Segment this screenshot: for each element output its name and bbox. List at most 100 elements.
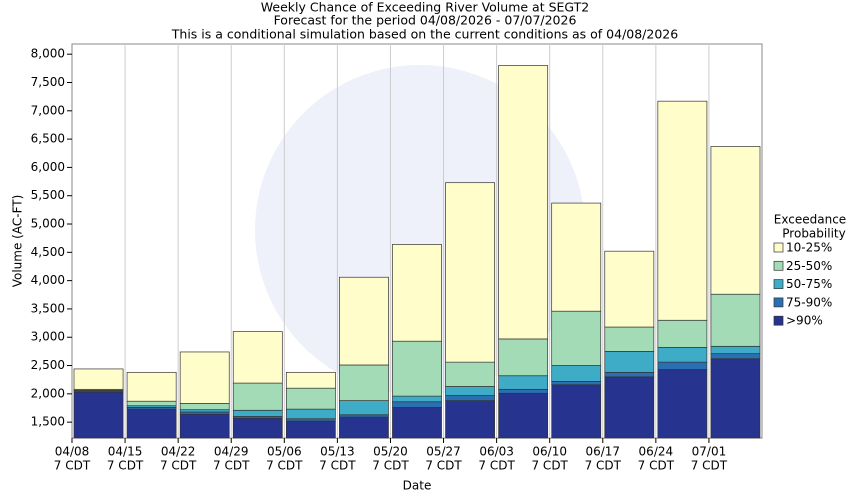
y-tick-label: 4,000 [31, 273, 65, 287]
x-tick-sublabel: 7 CDT [638, 459, 675, 473]
bar-segment [604, 376, 655, 439]
legend-swatch [773, 260, 784, 271]
x-tick-label: 06/17 [585, 445, 620, 459]
legend-swatch [773, 315, 784, 326]
x-tick-sublabel: 7 CDT [372, 459, 409, 473]
bar-segment [710, 293, 761, 347]
x-tick-sublabel: 7 CDT [478, 459, 515, 473]
bar-segment [339, 276, 389, 366]
legend-swatch [773, 297, 784, 308]
bar-segment [551, 381, 602, 386]
x-tick-label: 05/13 [320, 445, 355, 459]
x-tick-sublabel: 7 CDT [266, 459, 303, 473]
y-tick-label: 5,500 [31, 188, 65, 202]
x-tick-sublabel: 7 CDT [107, 459, 144, 473]
bar-segment [339, 400, 389, 416]
bar-segment [604, 351, 655, 373]
bar-segment [392, 244, 442, 342]
bar-segment [657, 347, 708, 363]
x-tick-sublabel: 7 CDT [319, 459, 356, 473]
y-tick-label: 6,500 [31, 132, 65, 146]
x-tick-label: 04/15 [108, 445, 143, 459]
legend-title: Probability [782, 227, 845, 241]
y-tick-label: 6,000 [31, 160, 65, 174]
bar-segment [73, 391, 124, 439]
legend-swatch [773, 242, 784, 253]
bar-segment [392, 395, 442, 403]
bar-segment [498, 338, 549, 377]
bar-segment [232, 331, 283, 384]
bar-segment [604, 250, 655, 328]
bar-segment [392, 407, 442, 439]
bar-segment [339, 416, 389, 439]
bar-segment [498, 65, 549, 340]
bar-segment [710, 353, 761, 360]
bar-segment [285, 387, 336, 410]
y-tick-label: 3,500 [31, 301, 65, 315]
x-tick-sublabel: 7 CDT [54, 459, 91, 473]
bar-segment [445, 361, 495, 387]
bar-segment [445, 400, 495, 439]
bar-segment [710, 345, 761, 355]
bar-segment [339, 364, 389, 401]
legend-label: 50-75% [786, 277, 832, 291]
x-tick-sublabel: 7 CDT [213, 459, 250, 473]
y-tick-label: 5,000 [31, 217, 65, 231]
x-tick-label: 06/24 [639, 445, 674, 459]
chart-subtitle: This is a conditional simulation based o… [171, 27, 678, 42]
x-tick-sublabel: 7 CDT [691, 459, 728, 473]
y-tick-label: 1,500 [31, 415, 65, 429]
x-tick-label: 07/01 [692, 445, 727, 459]
bar-segment [710, 358, 761, 439]
x-tick-label: 05/06 [267, 445, 302, 459]
x-axis-label: Date [403, 479, 432, 493]
bar-segment [232, 382, 283, 411]
x-tick-sublabel: 7 CDT [531, 459, 568, 473]
bar-segment [179, 413, 230, 439]
legend-title: Exceedance [774, 213, 846, 227]
x-tick-label: 04/08 [55, 445, 90, 459]
bar-segment [710, 146, 761, 295]
bar-segment [285, 420, 336, 439]
bar-segment [657, 369, 708, 439]
bar-segment [126, 371, 177, 402]
bar-segment [498, 388, 549, 394]
y-tick-label: 7,000 [31, 103, 65, 117]
legend-label: >90% [786, 314, 823, 328]
y-tick-label: 7,500 [31, 75, 65, 89]
y-axis-label: Volume (AC-FT) [11, 195, 25, 288]
bar-segment [285, 408, 336, 420]
y-tick-label: 3,000 [31, 330, 65, 344]
legend-label: 75-90% [786, 295, 832, 309]
legend-label: 25-50% [786, 259, 832, 273]
bar-segment [232, 417, 283, 439]
bar-segment [232, 409, 283, 417]
chart-subtitle: Forecast for the period 04/08/2026 - 07/… [274, 13, 577, 28]
y-tick-label: 2,000 [31, 386, 65, 400]
legend-swatch [773, 279, 784, 289]
bar-segment [126, 408, 177, 439]
bar-segment [551, 310, 602, 366]
bar-segment [73, 368, 124, 390]
x-tick-sublabel: 7 CDT [160, 459, 197, 473]
bar-segment [445, 395, 495, 401]
y-tick-label: 2,500 [31, 358, 65, 372]
x-tick-label: 05/20 [373, 445, 408, 459]
x-tick-label: 05/27 [426, 445, 461, 459]
x-tick-sublabel: 7 CDT [585, 459, 622, 473]
bar-segment [179, 351, 230, 404]
bar-segment [392, 401, 442, 408]
bar-segment [657, 361, 708, 370]
bar-segment [285, 371, 336, 389]
bar-segment [657, 100, 708, 321]
bar-segment [392, 340, 442, 397]
x-tick-label: 04/29 [214, 445, 249, 459]
chart-title: Weekly Chance of Exceeding River Volume … [261, 0, 589, 15]
bar-segment [604, 371, 655, 378]
bar-segment [498, 392, 549, 439]
bar-segment [445, 386, 495, 396]
bar-segment [445, 182, 495, 363]
bar-segment [551, 202, 602, 312]
x-tick-sublabel: 7 CDT [425, 459, 462, 473]
